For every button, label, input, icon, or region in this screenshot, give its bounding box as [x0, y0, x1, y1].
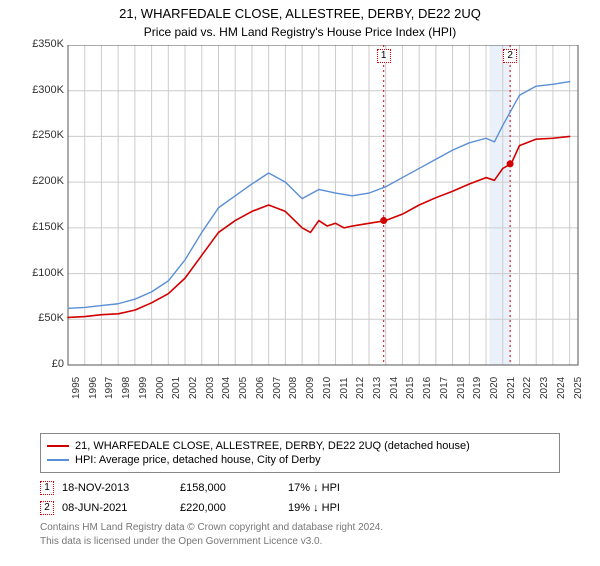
sale-marker: 1	[40, 481, 54, 495]
x-tick-label: 2013	[372, 377, 383, 399]
sale-price: £158,000	[180, 482, 280, 494]
legend-item: HPI: Average price, detached house, City…	[47, 454, 553, 466]
x-tick-label: 2021	[506, 377, 517, 399]
y-tick-label: £250K	[24, 129, 64, 141]
x-tick-label: 2023	[539, 377, 550, 399]
sale-date: 18-NOV-2013	[62, 482, 172, 494]
sale-pct: 17% ↓ HPI	[288, 482, 348, 494]
chart-marker-label: 2	[503, 49, 517, 63]
legend-swatch	[47, 445, 69, 447]
y-tick-label: £100K	[24, 267, 64, 279]
legend: 21, WHARFEDALE CLOSE, ALLESTREE, DERBY, …	[40, 433, 560, 473]
chart-marker-label: 1	[377, 49, 391, 63]
sale-row: 1 18-NOV-2013 £158,000 17% ↓ HPI	[40, 481, 600, 495]
x-tick-label: 2005	[238, 377, 249, 399]
x-tick-label: 2024	[556, 377, 567, 399]
sales-table: 1 18-NOV-2013 £158,000 17% ↓ HPI 2 08-JUN-202…	[40, 481, 600, 515]
sale-pct: 19% ↓ HPI	[288, 502, 348, 514]
x-tick-label: 1997	[104, 377, 115, 399]
legend-label: 21, WHARFEDALE CLOSE, ALLESTREE, DERBY, …	[75, 440, 470, 452]
y-tick-label: £300K	[24, 84, 64, 96]
x-tick-label: 2022	[522, 377, 533, 399]
y-tick-label: £50K	[24, 312, 64, 324]
y-tick-label: £0	[24, 358, 64, 370]
x-tick-label: 2011	[339, 377, 350, 399]
y-tick-label: £350K	[24, 38, 64, 50]
y-tick-label: £150K	[24, 221, 64, 233]
x-tick-label: 2016	[422, 377, 433, 399]
sale-date: 08-JUN-2021	[62, 502, 172, 514]
x-tick-label: 2017	[439, 377, 450, 399]
x-tick-label: 2000	[155, 377, 166, 399]
page-subtitle: Price paid vs. HM Land Registry's House …	[0, 25, 600, 39]
x-tick-label: 2019	[472, 377, 483, 399]
legend-swatch	[47, 459, 69, 461]
legend-label: HPI: Average price, detached house, City…	[75, 454, 321, 466]
x-tick-label: 2002	[188, 377, 199, 399]
x-tick-label: 2014	[389, 377, 400, 399]
footnote: Contains HM Land Registry data © Crown c…	[40, 521, 600, 548]
footnote-line: This data is licensed under the Open Gov…	[40, 535, 600, 549]
x-tick-label: 1995	[71, 377, 82, 399]
x-tick-label: 1996	[88, 377, 99, 399]
x-tick-label: 1998	[121, 377, 132, 399]
legend-item: 21, WHARFEDALE CLOSE, ALLESTREE, DERBY, …	[47, 440, 553, 452]
sale-price: £220,000	[180, 502, 280, 514]
x-tick-label: 2008	[288, 377, 299, 399]
chart-svg	[18, 45, 588, 375]
x-tick-label: 2004	[221, 377, 232, 399]
sale-marker: 2	[40, 501, 54, 515]
x-tick-label: 2003	[205, 377, 216, 399]
x-tick-label: 2001	[171, 377, 182, 399]
x-tick-label: 2007	[272, 377, 283, 399]
x-tick-label: 2006	[255, 377, 266, 399]
x-tick-label: 2020	[489, 377, 500, 399]
x-tick-label: 2012	[355, 377, 366, 399]
x-tick-label: 2015	[405, 377, 416, 399]
x-tick-label: 2018	[456, 377, 467, 399]
x-tick-label: 2010	[322, 377, 333, 399]
page-title: 21, WHARFEDALE CLOSE, ALLESTREE, DERBY, …	[0, 6, 600, 21]
sale-row: 2 08-JUN-2021 £220,000 19% ↓ HPI	[40, 501, 600, 515]
y-tick-label: £200K	[24, 175, 64, 187]
footnote-line: Contains HM Land Registry data © Crown c…	[40, 521, 600, 535]
x-tick-label: 1999	[138, 377, 149, 399]
chart: £0£50K£100K£150K£200K£250K£300K£350K 199…	[18, 45, 588, 405]
x-tick-label: 2009	[305, 377, 316, 399]
x-tick-label: 2025	[573, 377, 584, 399]
